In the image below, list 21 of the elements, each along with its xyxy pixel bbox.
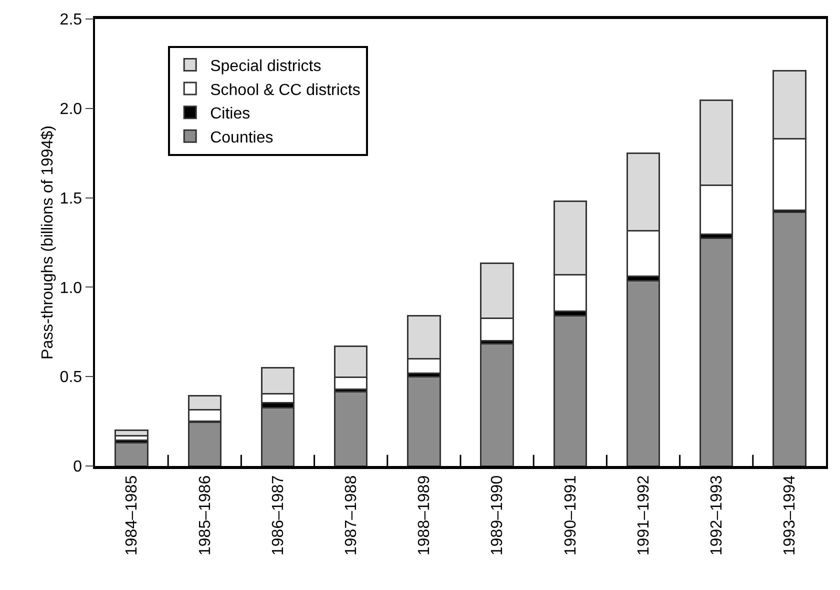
legend-label: School & CC districts <box>210 82 360 99</box>
x-tick-label: 1992–1993 <box>708 475 726 556</box>
x-tick-label: 1993–1994 <box>782 475 799 556</box>
legend-label: Counties <box>210 129 274 146</box>
x-tick-label: 1985–1986 <box>196 475 214 556</box>
x-tick-label: 1987–1988 <box>343 475 360 556</box>
y-tick-label: 2.0 <box>60 101 82 118</box>
x-tick-label: 1991–1992 <box>635 475 652 556</box>
y-tick-label: 2.5 <box>60 12 82 29</box>
y-tick-label: 0.5 <box>60 369 82 386</box>
y-tick-label: 1.5 <box>60 190 82 208</box>
x-tick-label: 1988–1989 <box>416 475 434 556</box>
legend-label: Cities <box>210 106 250 123</box>
legend-label: Special districts <box>210 58 322 75</box>
x-tick-label: 1989–1990 <box>489 475 506 556</box>
x-tick-label: 1986–1987 <box>270 475 287 556</box>
y-axis-title: Pass-throughs (billions of 1994$) <box>40 126 56 360</box>
x-tick-label: 1990–1991 <box>562 475 580 556</box>
y-tick-label: 0 <box>73 458 82 476</box>
x-tick-label: 1984–1985 <box>124 475 141 556</box>
y-tick-label: 1.0 <box>60 280 82 297</box>
